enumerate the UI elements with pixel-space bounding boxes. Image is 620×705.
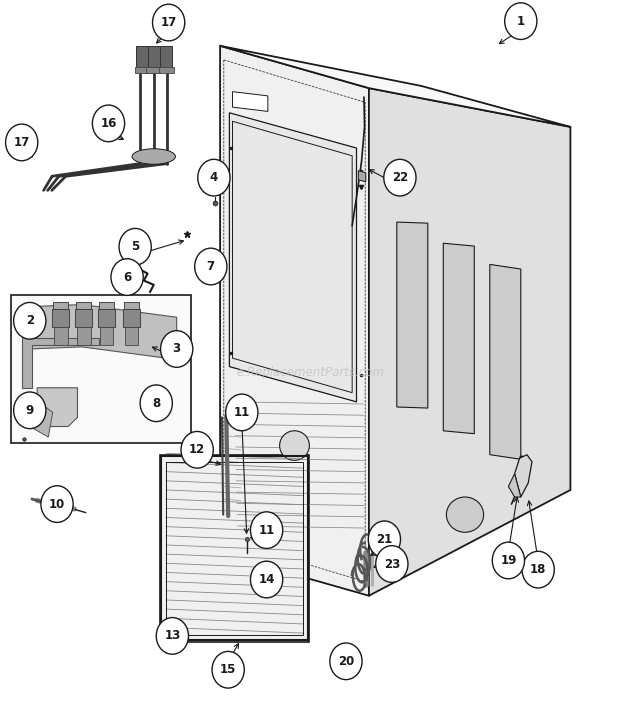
Circle shape [92, 105, 125, 142]
Polygon shape [53, 302, 68, 309]
Circle shape [492, 542, 525, 579]
Polygon shape [160, 46, 172, 67]
Circle shape [14, 302, 46, 339]
Ellipse shape [280, 431, 309, 460]
Text: 9: 9 [25, 404, 34, 417]
Polygon shape [135, 67, 150, 73]
Polygon shape [508, 474, 521, 497]
Text: 5: 5 [131, 240, 140, 253]
Circle shape [505, 3, 537, 39]
Circle shape [250, 561, 283, 598]
Polygon shape [52, 309, 69, 327]
Polygon shape [490, 264, 521, 460]
Polygon shape [136, 46, 149, 67]
Text: 14: 14 [259, 573, 275, 586]
Polygon shape [443, 243, 474, 434]
Circle shape [111, 259, 143, 295]
Text: 17: 17 [161, 16, 177, 29]
Polygon shape [100, 327, 113, 345]
Polygon shape [76, 302, 91, 309]
Circle shape [376, 546, 408, 582]
Text: 23: 23 [384, 558, 400, 570]
Text: 2: 2 [25, 314, 34, 327]
Circle shape [212, 651, 244, 688]
Text: 19: 19 [500, 554, 516, 567]
Text: e.ReplacementParts.com: e.ReplacementParts.com [236, 366, 384, 379]
Text: 13: 13 [164, 630, 180, 642]
Polygon shape [515, 455, 532, 497]
Ellipse shape [132, 149, 175, 164]
Text: 18: 18 [530, 563, 546, 576]
Circle shape [198, 159, 230, 196]
Polygon shape [54, 327, 68, 345]
Polygon shape [146, 67, 161, 73]
Polygon shape [124, 302, 139, 309]
Text: 10: 10 [49, 498, 65, 510]
Polygon shape [11, 295, 191, 443]
Text: 11: 11 [234, 406, 250, 419]
Circle shape [250, 512, 283, 548]
Polygon shape [159, 67, 174, 73]
Circle shape [14, 392, 46, 429]
Text: 3: 3 [172, 343, 181, 355]
Polygon shape [160, 455, 309, 642]
Polygon shape [77, 327, 91, 345]
Circle shape [156, 618, 188, 654]
Circle shape [330, 643, 362, 680]
Polygon shape [30, 398, 53, 437]
Polygon shape [37, 388, 78, 427]
Text: 17: 17 [14, 136, 30, 149]
Circle shape [195, 248, 227, 285]
Polygon shape [98, 309, 115, 327]
Polygon shape [220, 46, 570, 127]
Polygon shape [75, 309, 92, 327]
Text: 20: 20 [338, 655, 354, 668]
Circle shape [522, 551, 554, 588]
Polygon shape [123, 309, 140, 327]
Circle shape [153, 4, 185, 41]
Polygon shape [99, 302, 114, 309]
Polygon shape [125, 327, 138, 345]
Circle shape [140, 385, 172, 422]
Polygon shape [22, 314, 99, 388]
Text: 16: 16 [100, 117, 117, 130]
Text: 8: 8 [152, 397, 161, 410]
Circle shape [181, 431, 213, 468]
Text: 4: 4 [210, 171, 218, 184]
Circle shape [6, 124, 38, 161]
Circle shape [384, 159, 416, 196]
Text: 1: 1 [516, 15, 525, 27]
Circle shape [119, 228, 151, 265]
Ellipse shape [446, 497, 484, 532]
Text: 6: 6 [123, 271, 131, 283]
Polygon shape [232, 92, 268, 111]
Text: 12: 12 [189, 443, 205, 456]
Polygon shape [369, 88, 570, 596]
Polygon shape [397, 222, 428, 408]
Text: 7: 7 [206, 260, 215, 273]
Polygon shape [358, 171, 366, 182]
Circle shape [161, 331, 193, 367]
Text: 11: 11 [259, 524, 275, 537]
Circle shape [226, 394, 258, 431]
Polygon shape [148, 46, 160, 67]
Polygon shape [224, 60, 365, 582]
Polygon shape [220, 46, 369, 596]
Text: 15: 15 [220, 663, 236, 676]
Polygon shape [30, 305, 177, 360]
Polygon shape [229, 113, 356, 402]
Circle shape [368, 521, 401, 558]
Text: 22: 22 [392, 171, 408, 184]
Circle shape [41, 486, 73, 522]
Text: 21: 21 [376, 533, 392, 546]
